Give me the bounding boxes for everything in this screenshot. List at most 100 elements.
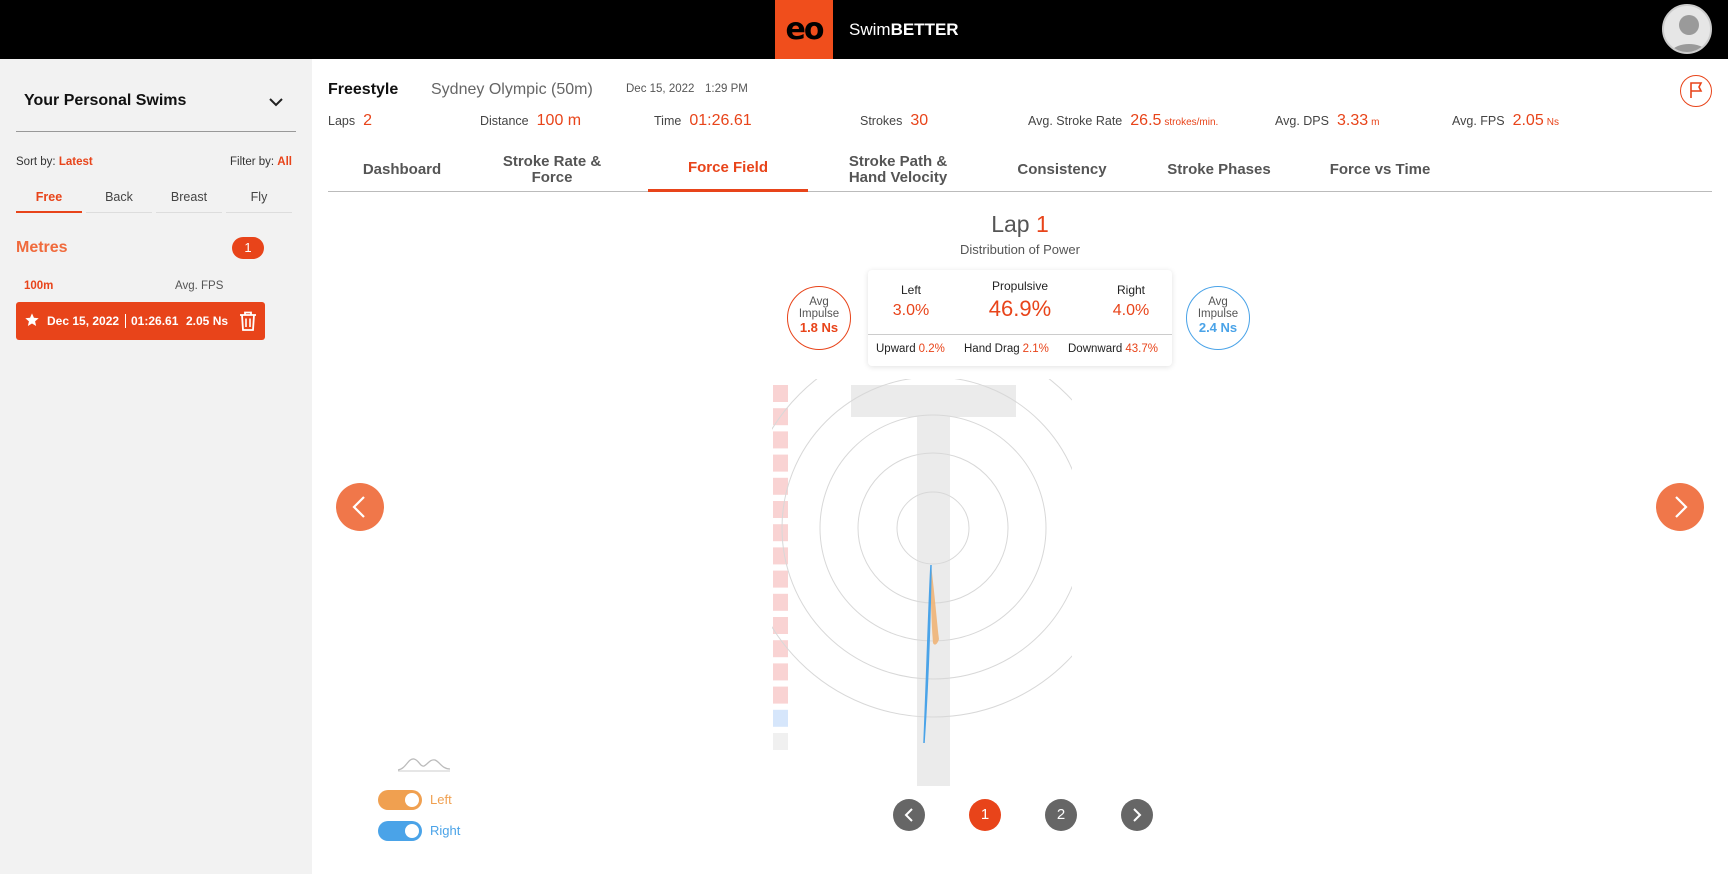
chevron-down-icon[interactable] — [268, 94, 284, 110]
lap-subtitle: Distribution of Power — [960, 242, 1080, 257]
filter-value[interactable]: All — [277, 156, 292, 168]
force-bar-segment — [773, 686, 788, 704]
right-impulse-badge: Avg Impulse 2.4 Ns — [1186, 286, 1250, 350]
main-content: Freestyle Sydney Olympic (50m) Dec 15, 2… — [312, 59, 1728, 874]
flag-button[interactable] — [1680, 75, 1712, 107]
previous-lap-button[interactable] — [336, 483, 384, 531]
chevron-left-icon — [352, 496, 365, 518]
divider — [16, 131, 296, 132]
propulsive-power: Propulsive 46.9% — [988, 279, 1052, 321]
swim-fps: 2.05 Ns — [186, 314, 229, 328]
top-bar: eo SwimBETTER — [0, 0, 1728, 59]
chevron-right-icon — [1675, 496, 1688, 518]
right-hand-force-trace — [923, 564, 932, 744]
stat-distance: Distance 100 m — [480, 112, 582, 129]
stat-fps: Avg. FPS 2.05 Ns — [1452, 112, 1559, 129]
tab-stroke-rate-force[interactable]: Stroke Rate & Force — [502, 152, 602, 186]
sidebar: Your Personal Swims Sort by: Latest Filt… — [0, 59, 312, 874]
tab-stroke-path[interactable]: Stroke Path & Hand Velocity — [848, 152, 948, 186]
force-bar-segment — [773, 663, 788, 681]
flag-icon — [1690, 82, 1703, 98]
fps-column-header: Avg. FPS — [175, 280, 224, 292]
stroke-tab-fly[interactable]: Fly — [226, 183, 292, 213]
force-bar-segment — [773, 454, 788, 472]
stroke-type-tabs: Free Back Breast Fly — [16, 183, 296, 213]
trash-icon[interactable] — [238, 310, 258, 332]
group-label: Metres — [16, 239, 68, 256]
force-bar-segment — [773, 733, 788, 750]
pagination-prev-button[interactable] — [893, 799, 925, 831]
tab-force-field[interactable]: Force Field — [648, 147, 808, 192]
tab-dashboard[interactable]: Dashboard — [362, 160, 442, 178]
force-bar-segment — [773, 617, 788, 634]
tab-stroke-phases[interactable]: Stroke Phases — [1167, 160, 1271, 178]
toggle-knob — [405, 793, 419, 807]
force-bar-segment — [773, 431, 788, 449]
stroke-tab-breast[interactable]: Breast — [156, 183, 222, 213]
lap-title: Lap 1 — [991, 211, 1049, 237]
stat-strokes: Strokes 30 — [860, 112, 929, 129]
distance-column-header: 100m — [24, 280, 54, 292]
left-force-bars — [773, 385, 788, 750]
eo-logo[interactable]: eo — [775, 0, 833, 59]
star-icon[interactable] — [24, 312, 40, 328]
divider — [868, 334, 1172, 335]
force-field-diagram — [772, 379, 1072, 786]
left-impulse-value: 1.8 Ns — [799, 320, 839, 335]
swim-list-item[interactable]: Dec 15, 2022 01:26.61 2.05 Ns — [16, 302, 265, 340]
session-date: Dec 15, 2022 — [626, 83, 695, 95]
pagination-page-2[interactable]: 2 — [1045, 799, 1077, 831]
tab-consistency[interactable]: Consistency — [1017, 160, 1107, 178]
pagination-next-button[interactable] — [1121, 799, 1153, 831]
chevron-right-icon — [1133, 808, 1142, 822]
user-avatar[interactable] — [1662, 4, 1712, 54]
stat-laps: Laps 2 — [328, 112, 373, 129]
left-toggle-label: Left — [430, 792, 452, 807]
stroke-tab-back[interactable]: Back — [86, 183, 152, 213]
force-bar-segment — [773, 385, 788, 402]
chevron-left-icon — [904, 808, 913, 822]
swim-date: Dec 15, 2022 — [47, 314, 120, 328]
right-toggle-label: Right — [430, 823, 461, 838]
analysis-tabs: Dashboard Stroke Rate & Force Force Fiel… — [328, 147, 1712, 192]
wave-icon — [397, 758, 451, 772]
toggle-knob — [405, 824, 419, 838]
stat-dps: Avg. DPS 3.33 m — [1275, 112, 1380, 129]
pagination-page-1[interactable]: 1 — [969, 799, 1001, 831]
t-reference-shape — [851, 385, 1016, 786]
left-hand-force-trace — [930, 565, 939, 645]
force-bar-segment — [773, 501, 788, 518]
downward-power: Downward 43.7% — [1068, 343, 1158, 355]
next-lap-button[interactable] — [1656, 483, 1704, 531]
left-impulse-badge: Avg Impulse 1.8 Ns — [787, 286, 851, 350]
avatar-icon — [1670, 15, 1708, 52]
tab-force-vs-time[interactable]: Force vs Time — [1329, 160, 1431, 178]
sidebar-title: Your Personal Swims — [24, 92, 187, 109]
stroke-tab-free[interactable]: Free — [16, 183, 82, 213]
force-bar-segment — [773, 477, 788, 495]
brand-name: SwimBETTER — [849, 20, 959, 39]
force-bar-segment — [773, 570, 788, 588]
session-time: 1:29 PM — [705, 83, 748, 95]
left-toggle[interactable] — [378, 790, 422, 810]
left-power: Left 3.0% — [892, 283, 930, 319]
force-bar-segment — [773, 709, 788, 727]
right-power: Right 4.0% — [1112, 283, 1150, 319]
sort-value[interactable]: Latest — [58, 156, 93, 168]
force-bar-segment — [773, 593, 788, 611]
session-stroke: Freestyle — [328, 81, 399, 98]
force-bar-segment — [773, 640, 788, 658]
swim-time: 01:26.61 — [125, 314, 178, 328]
sort-control[interactable]: Sort by: Latest — [16, 156, 93, 168]
stat-stroke-rate: Avg. Stroke Rate 26.5 strokes/min. — [1028, 112, 1219, 129]
filter-control[interactable]: Filter by: All — [230, 156, 292, 168]
force-bar-segment — [773, 524, 788, 542]
upward-power: Upward 0.2% — [876, 343, 945, 355]
group-count-badge: 1 — [232, 237, 264, 259]
stat-time: Time 01:26.61 — [654, 112, 752, 129]
right-toggle[interactable] — [378, 821, 422, 841]
power-distribution-panel: Left 3.0% Propulsive 46.9% Right 4.0% Upwar… — [868, 270, 1172, 366]
right-impulse-label: Avg Impulse — [1197, 296, 1239, 320]
session-pool: Sydney Olympic (50m) — [431, 81, 593, 98]
hand-drag-power: Hand Drag 2.1% — [964, 343, 1049, 355]
